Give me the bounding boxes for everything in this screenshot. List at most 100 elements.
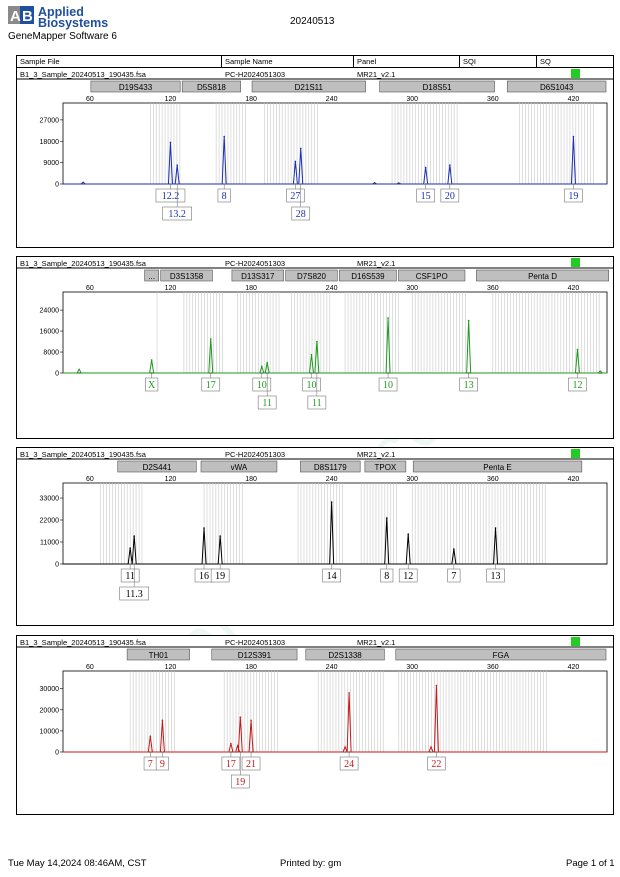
- col-panel: Panel: [353, 56, 376, 68]
- allele-call-label: 17: [226, 759, 236, 770]
- x-tick-label: 180: [245, 96, 257, 103]
- allele-call-label: 7: [148, 759, 153, 770]
- y-tick-label: 18000: [40, 139, 60, 146]
- panel-name: MR21_v2.1: [357, 450, 395, 459]
- panel-name: MR21_v2.1: [357, 70, 395, 79]
- marker-bar: [379, 80, 495, 93]
- allele-call-box: [447, 568, 461, 583]
- allele-call-box: [155, 188, 186, 203]
- x-tick-label: 420: [568, 285, 580, 292]
- peak-point: [435, 684, 438, 687]
- allele-call-label: 15: [421, 191, 431, 202]
- peak-point: [348, 692, 350, 694]
- x-tick-label: 60: [86, 664, 94, 671]
- sample-file-name: B1_3_Sample_20240513_190435.fsa: [20, 450, 147, 459]
- x-tick-label: 300: [406, 96, 418, 103]
- plot-frame: [62, 482, 608, 565]
- sample-file-name: B1_3_Sample_20240513_190435.fsa: [20, 70, 147, 79]
- allele-call-label: 13.2: [168, 209, 186, 220]
- peak-point: [250, 719, 252, 722]
- marker-label: FGA: [493, 651, 510, 660]
- allele-call-label: 11: [262, 398, 272, 409]
- sample-name: PC-H2024051303: [225, 259, 285, 268]
- allele-call-box: [398, 568, 418, 583]
- y-tick-label: 10000: [40, 728, 60, 735]
- marker-label: D5S818: [197, 83, 226, 92]
- marker-bar: [160, 269, 213, 282]
- x-tick-label: 240: [326, 476, 338, 483]
- marker-label: D19S433: [119, 83, 153, 92]
- x-tick-label: 420: [568, 664, 580, 671]
- allele-call-label: 11.3: [126, 589, 143, 600]
- x-tick-label: 120: [165, 664, 177, 671]
- marker-label: D3S1358: [170, 272, 204, 281]
- y-tick-label: 30000: [40, 686, 60, 693]
- svg-text:B: B: [22, 8, 33, 25]
- peak-point: [467, 319, 470, 322]
- sample-name: PC-H2024051303: [225, 70, 285, 79]
- allele-call-box: [252, 377, 272, 392]
- allele-call-label: 19: [568, 191, 578, 202]
- peak-point: [299, 147, 302, 150]
- marker-bar: [117, 460, 197, 473]
- peak-point: [239, 716, 242, 718]
- allele-call-label: 19: [215, 571, 225, 582]
- x-tick-label: 300: [406, 664, 418, 671]
- peak-point: [133, 535, 135, 537]
- peak-point: [330, 501, 333, 503]
- marker-bar: [339, 269, 397, 282]
- allele-call-label: 17: [206, 380, 216, 391]
- allele-call-label: 10: [306, 380, 316, 391]
- y-tick-label: 20000: [40, 707, 60, 714]
- allele-call-box: [257, 395, 277, 410]
- sample-name: PC-H2024051303: [225, 450, 285, 459]
- sizing-quality-indicator: [571, 449, 580, 458]
- peak-point: [310, 353, 313, 356]
- col-sample-name: Sample Name: [221, 56, 273, 68]
- x-tick-label: 180: [245, 664, 257, 671]
- software-name: GeneMapper Software 6: [8, 31, 117, 42]
- sample-file-name: B1_3_Sample_20240513_190435.fsa: [20, 638, 147, 647]
- marker-label: Penta E: [483, 463, 511, 472]
- logo-line1: Applied: [38, 5, 84, 19]
- peak-point: [219, 535, 221, 537]
- allele-call-box: [486, 568, 505, 583]
- peak-point: [572, 135, 575, 138]
- peak-point: [407, 533, 410, 535]
- sample-name: PC-H2024051303: [225, 638, 285, 647]
- panel-name: MR21_v2.1: [357, 259, 395, 268]
- allele-call-box: [291, 206, 311, 221]
- allele-call-label: 13: [491, 571, 501, 582]
- allele-call-box: [307, 395, 327, 410]
- allele-call-box: [380, 568, 394, 583]
- allele-call-box: [440, 188, 460, 203]
- allele-call-label: 10: [257, 380, 267, 391]
- x-tick-label: 420: [568, 96, 580, 103]
- peak-point: [494, 527, 497, 529]
- marker-label: D13S317: [241, 272, 275, 281]
- marker-bar: [506, 80, 607, 93]
- footer-printed-by: Printed by: gm: [280, 858, 342, 869]
- x-tick-label: 360: [487, 476, 499, 483]
- allele-call-box: [221, 756, 241, 771]
- y-tick-label: 0: [55, 562, 59, 569]
- allele-call-label: 11: [312, 398, 322, 409]
- allele-call-label: X: [148, 380, 156, 391]
- allele-call-label: 28: [296, 209, 306, 220]
- x-tick-label: 360: [487, 96, 499, 103]
- electropherogram-panel-blue: B1_3_Sample_20240513_190435.fsa PC-H20240…: [16, 67, 614, 248]
- peak-point: [169, 141, 172, 144]
- svg-text:A: A: [10, 8, 21, 25]
- sizing-quality-indicator: [571, 258, 580, 267]
- marker-label: D7S820: [297, 272, 326, 281]
- allele-call-label: 14: [327, 571, 337, 582]
- y-tick-label: 33000: [40, 496, 60, 503]
- footer-timestamp: Tue May 14,2024 08:46AM, CST: [8, 858, 147, 869]
- allele-call-box: [162, 206, 192, 221]
- footer-page: Page 1 of 1: [566, 858, 615, 869]
- peak-point: [176, 164, 178, 166]
- allele-call-label: 24: [344, 759, 354, 770]
- allele-call-box: [145, 377, 159, 392]
- allele-call-box: [241, 756, 261, 771]
- marker-label: ...: [148, 272, 155, 281]
